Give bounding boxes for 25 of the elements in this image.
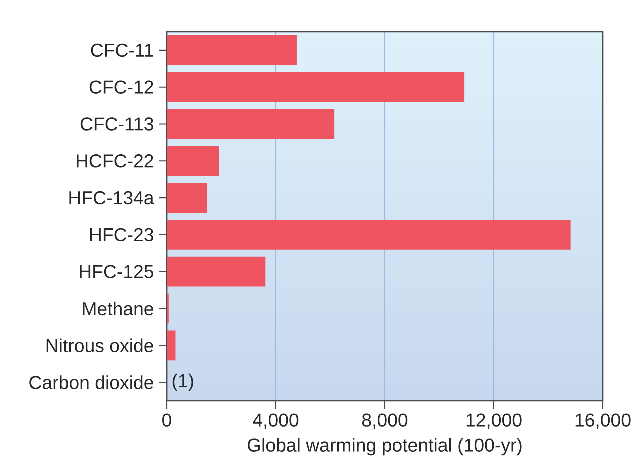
x-tick-label: 16,000	[576, 414, 631, 430]
y-tick-label: Nitrous oxide	[46, 338, 154, 353]
x-tick-label: 0	[162, 414, 172, 427]
x-tick-label: 12,000	[466, 414, 522, 430]
annotation: (1)	[172, 374, 194, 392]
x-axis-title: Global warming potential (100-yr)	[248, 438, 522, 456]
y-tick-label: CFC-11	[91, 44, 154, 58]
y-tick-label: HFC-134a	[70, 191, 154, 205]
bar	[167, 330, 176, 361]
bar	[167, 36, 297, 66]
x-tick-label: 4,000	[253, 414, 299, 430]
y-tick-label: HFC-125	[80, 265, 154, 278]
bar	[167, 109, 335, 140]
bar	[167, 256, 266, 287]
y-tick-label: Methane	[83, 302, 154, 316]
x-tick-label: 8,000	[362, 414, 408, 430]
bar	[167, 146, 220, 176]
y-tick-label: CFC-113	[80, 118, 154, 131]
bar	[167, 183, 208, 213]
y-tick-label: CFC-12	[90, 80, 154, 94]
bar	[167, 72, 465, 102]
y-tick-label: HFC-23	[90, 228, 154, 242]
y-tick-label: Carbon dioxide	[30, 376, 154, 390]
bar	[167, 220, 571, 250]
y-tick-label: HCFC-22	[77, 154, 154, 168]
